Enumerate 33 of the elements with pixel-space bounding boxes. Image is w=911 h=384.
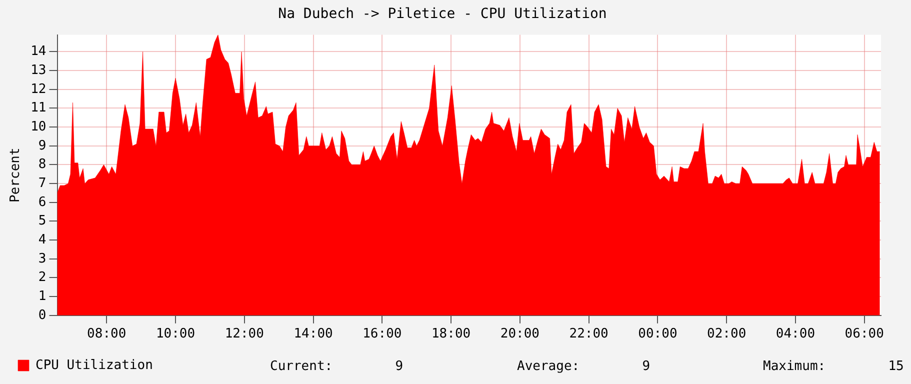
x-tick-label: 02:00 — [707, 326, 746, 342]
y-axis-title: Percent — [8, 148, 24, 202]
y-tick-label: 5 — [38, 214, 46, 229]
y-tick-label: 8 — [38, 157, 46, 172]
x-tick-label: 00:00 — [638, 326, 678, 342]
text: Maximum: 15 — [763, 359, 904, 374]
x-tick-label: 14:00 — [294, 326, 333, 342]
x-tick-label: 22:00 — [569, 326, 608, 342]
y-tick-label: 9 — [38, 138, 46, 154]
y-tick-label: 13 — [30, 62, 46, 78]
y-tick-label: 1 — [38, 288, 46, 304]
x-tick-label: 16:00 — [362, 326, 402, 342]
x-tick-label: 18:00 — [431, 326, 471, 342]
y-tick-label: 3 — [38, 251, 46, 266]
y-tick-label: 10 — [30, 119, 46, 134]
legend-label: CPU Utilization — [36, 358, 153, 373]
text: Average: 9 — [517, 359, 650, 374]
y-tick-label: 7 — [38, 176, 46, 191]
chart-title: Na Dubech -> Piletice - CPU Utilization — [278, 6, 607, 22]
text: Current: 9 — [270, 359, 404, 374]
y-tick-label: 11 — [30, 100, 46, 116]
y-tick-label: 0 — [38, 308, 46, 323]
x-tick-label: 10:00 — [156, 326, 196, 342]
x-tick-label: 08:00 — [87, 326, 126, 342]
y-tick-label: 4 — [38, 232, 46, 248]
x-tick-label: 04:00 — [776, 326, 816, 342]
x-tick-label: 06:00 — [844, 326, 884, 342]
y-tick-label: 12 — [30, 82, 46, 97]
x-tick-label: 20:00 — [500, 326, 540, 342]
y-tick-label: 6 — [38, 194, 46, 210]
x-tick-label: 12:00 — [224, 326, 264, 342]
y-tick-label: 14 — [30, 44, 46, 60]
y-tick-label: 2 — [38, 270, 46, 286]
